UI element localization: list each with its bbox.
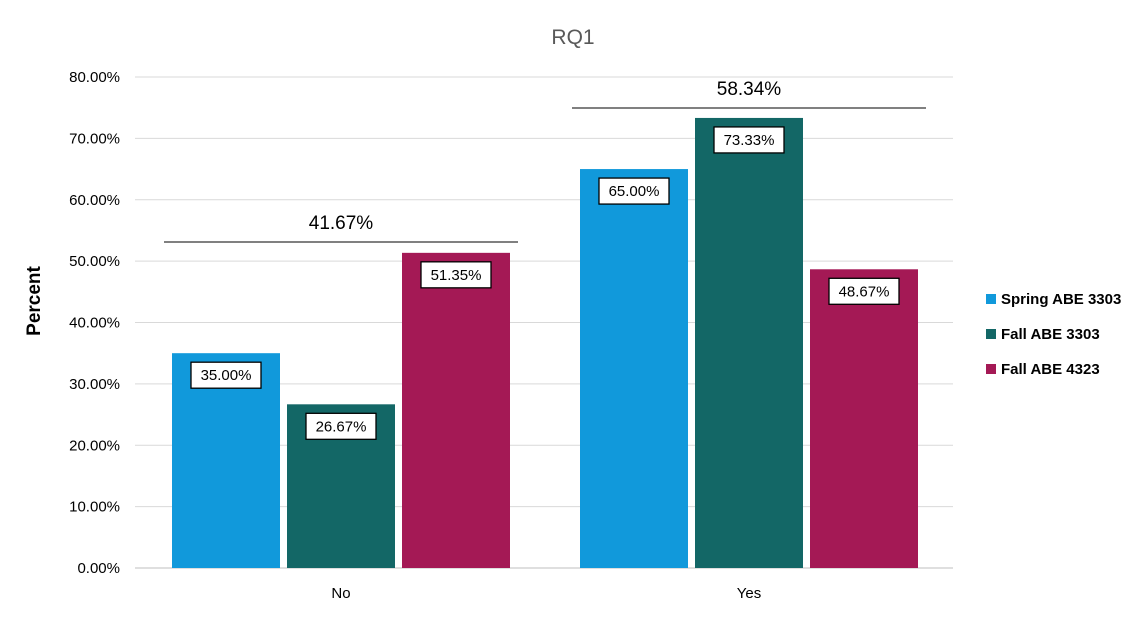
y-tick-label: 0.00% — [77, 560, 120, 577]
chart-title: RQ1 — [551, 26, 594, 49]
y-tick-label: 70.00% — [69, 130, 120, 147]
data-label: 65.00% — [609, 183, 660, 200]
legend-swatch — [986, 294, 996, 304]
data-label-box — [713, 126, 785, 154]
bar — [810, 269, 918, 568]
x-category-label: Yes — [737, 585, 761, 602]
data-label: 48.67% — [839, 283, 890, 300]
x-category-label: No — [331, 585, 350, 602]
data-label: 73.33% — [724, 132, 775, 149]
legend-swatch — [986, 329, 996, 339]
legend: Spring ABE 3303 Fall ABE 3303 Fall ABE 432… — [986, 291, 1121, 378]
data-label-box — [598, 177, 670, 205]
legend-label: Fall ABE 4323 — [1001, 361, 1100, 378]
data-label: 26.67% — [316, 418, 367, 435]
y-tick-label: 10.00% — [69, 499, 120, 516]
data-label: 35.00% — [201, 367, 252, 384]
y-tick-label: 80.00% — [69, 69, 120, 86]
x-axis-categories: No Yes — [331, 585, 761, 602]
data-label-box — [828, 277, 900, 305]
legend-label: Fall ABE 3303 — [1001, 326, 1100, 343]
y-axis-label: Percent — [24, 265, 45, 335]
y-tick-label: 20.00% — [69, 437, 120, 454]
data-label: 51.35% — [431, 267, 482, 284]
data-label-box — [420, 261, 492, 289]
bars — [172, 117, 918, 569]
data-label-box — [190, 361, 262, 389]
bar — [402, 252, 510, 569]
y-tick-label: 30.00% — [69, 376, 120, 393]
legend-label: Spring ABE 3303 — [1001, 291, 1121, 308]
legend-swatch — [986, 364, 996, 374]
bar — [695, 117, 803, 568]
y-axis-ticks: 0.00% 10.00% 20.00% 30.00% 40.00% 50.00% 60.00… — [69, 69, 120, 577]
y-tick-label: 40.00% — [69, 315, 120, 332]
y-tick-label: 60.00% — [69, 192, 120, 209]
data-label-box — [305, 412, 377, 440]
group-total-label: 41.67% — [309, 213, 374, 234]
group-total-label: 58.34% — [717, 79, 782, 100]
y-tick-label: 50.00% — [69, 253, 120, 270]
group-totals: 41.67% 58.34% — [164, 79, 926, 243]
data-labels: 35.00% 26.67% 51.35% 65.00% 73.33% 48.67% — [190, 126, 900, 440]
bar — [172, 353, 280, 568]
bar — [580, 169, 688, 568]
